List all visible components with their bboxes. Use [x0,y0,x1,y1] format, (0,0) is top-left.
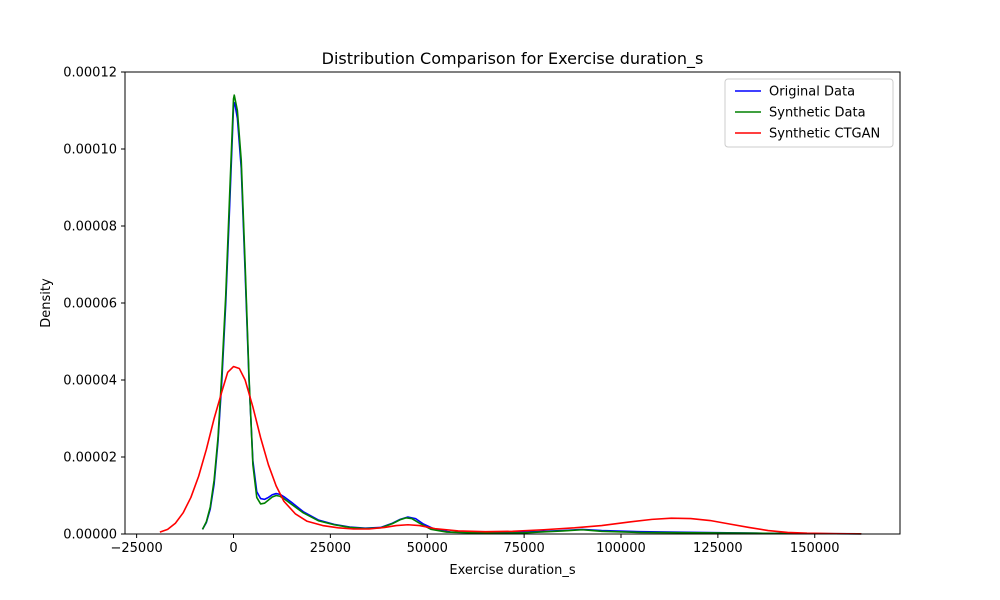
x-tick-label: 125000 [693,541,743,556]
y-tick-label: 0.00000 [63,528,117,543]
legend-label-2: Synthetic CTGAN [769,127,880,142]
legend: Original Data Synthetic Data Synthetic CTG… [724,78,894,148]
series-line-2 [159,365,862,535]
y-tick-label: 0.00010 [63,143,117,158]
y-tick-label: 0.00006 [63,297,117,312]
chart-title: Distribution Comparison for Exercise dur… [322,49,704,69]
y-tick-label: 0.00008 [63,220,117,235]
x-tick-label: −25000 [111,541,163,556]
x-axis: −25000 0 25000 50000 75000 100000 125000 150000 [111,534,840,556]
x-tick-label: 50000 [407,541,448,556]
x-tick-label: 100000 [596,541,646,556]
series-lines [159,94,862,535]
x-tick-label: 75000 [503,541,544,556]
y-axis-label: Density [39,278,54,328]
x-axis-label: Exercise duration_s [449,563,575,578]
x-tick-label: 25000 [310,541,351,556]
legend-box [724,78,894,148]
x-tick-label: 150000 [790,541,840,556]
y-axis: 0.00000 0.00002 0.00004 0.00006 0.00008 0.000… [63,66,125,543]
y-tick-label: 0.00002 [63,451,117,466]
legend-label-0: Original Data [769,85,855,100]
legend-label-1: Synthetic Data [769,106,866,121]
series-line-1 [201,94,862,535]
y-tick-label: 0.00004 [63,374,117,389]
y-tick-label: 0.00012 [63,66,117,81]
x-tick-label: 0 [229,541,237,556]
